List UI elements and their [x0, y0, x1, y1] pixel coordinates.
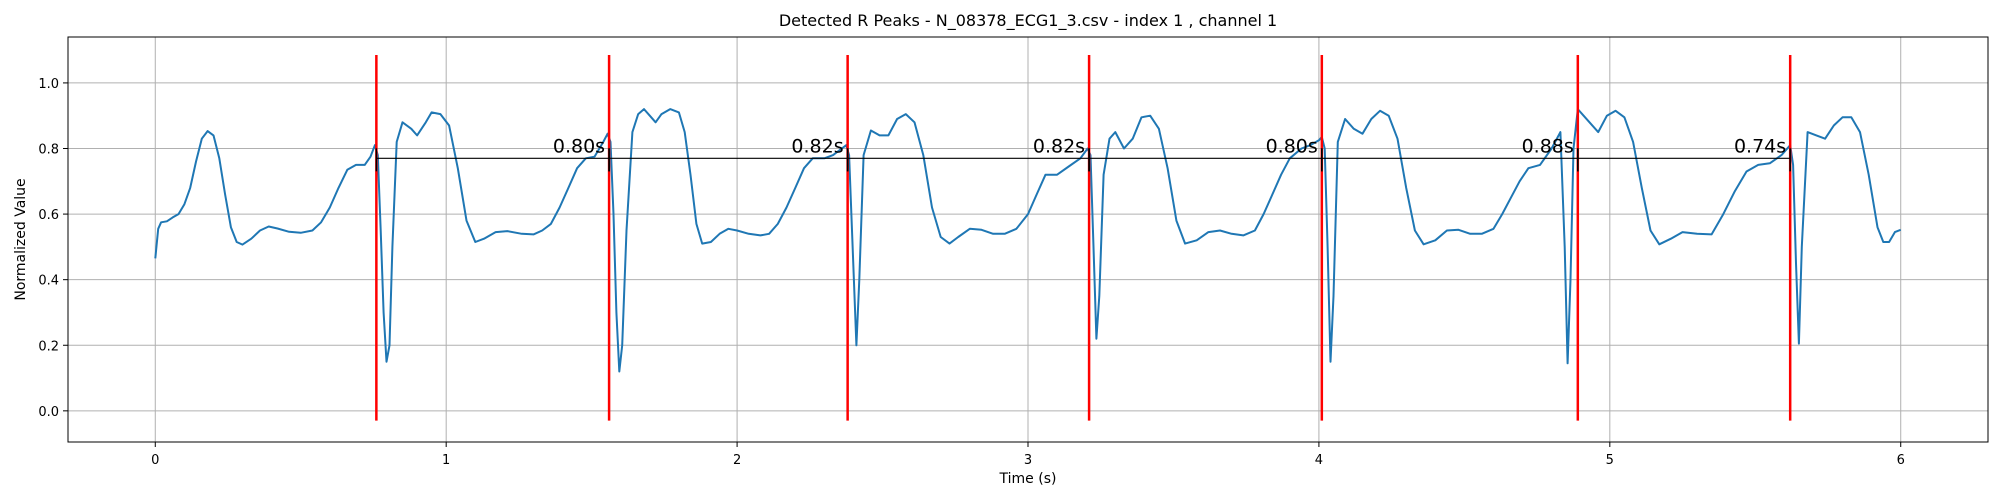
rr-interval-label: 0.80s — [1266, 135, 1318, 157]
y-tick-label: 1.0 — [38, 77, 59, 92]
ecg-signal-line — [154, 108, 1902, 373]
x-tick-label: 5 — [1606, 453, 1614, 468]
x-axis-label: Time (s) — [999, 471, 1057, 487]
r-peaks-layer — [375, 55, 1792, 421]
rr-interval-label: 0.88s — [1522, 135, 1574, 157]
y-tick-label: 0.2 — [38, 339, 59, 354]
x-tick-label: 4 — [1315, 453, 1323, 468]
rr-interval-label: 0.82s — [1033, 135, 1085, 157]
rr-interval-label: 0.82s — [791, 135, 843, 157]
x-tick-label: 0 — [151, 453, 159, 468]
ticks-layer: 0 1 2 3 4 5 6 0.0 0.2 0.4 0.6 0.8 1.0 — [38, 77, 1905, 468]
x-tick-label: 6 — [1897, 453, 1905, 468]
rr-interval-label: 0.74s — [1734, 135, 1786, 157]
x-tick-label: 1 — [442, 453, 450, 468]
rr-interval-label: 0.80s — [553, 135, 605, 157]
intervals-layer: 0.80s 0.82s 0.82s 0.80s 0.88s 0.74s — [375, 135, 1791, 172]
x-tick-label: 2 — [733, 453, 741, 468]
chart-title: Detected R Peaks - N_08378_ECG1_3.csv - … — [779, 11, 1277, 31]
grid — [68, 37, 1988, 442]
signal-layer — [154, 108, 1902, 373]
y-tick-label: 0.4 — [38, 274, 59, 289]
y-axis-label: Normalized Value — [13, 178, 29, 300]
x-tick-label: 3 — [1024, 453, 1032, 468]
y-tick-label: 0.8 — [38, 142, 59, 157]
y-tick-label: 0.0 — [38, 405, 59, 420]
y-tick-label: 0.6 — [38, 208, 59, 223]
